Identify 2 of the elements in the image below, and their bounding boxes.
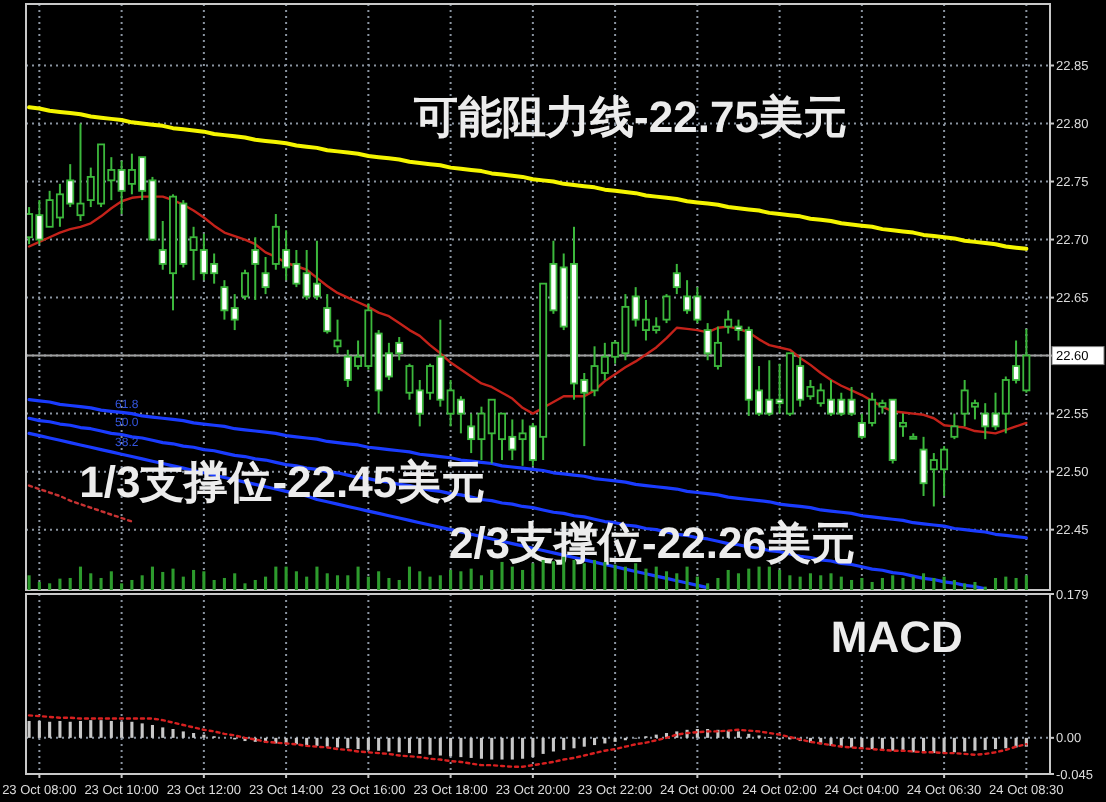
annotation: MACD (830, 611, 963, 662)
annotation: 可能阻力线-22.75美元 (412, 91, 847, 142)
